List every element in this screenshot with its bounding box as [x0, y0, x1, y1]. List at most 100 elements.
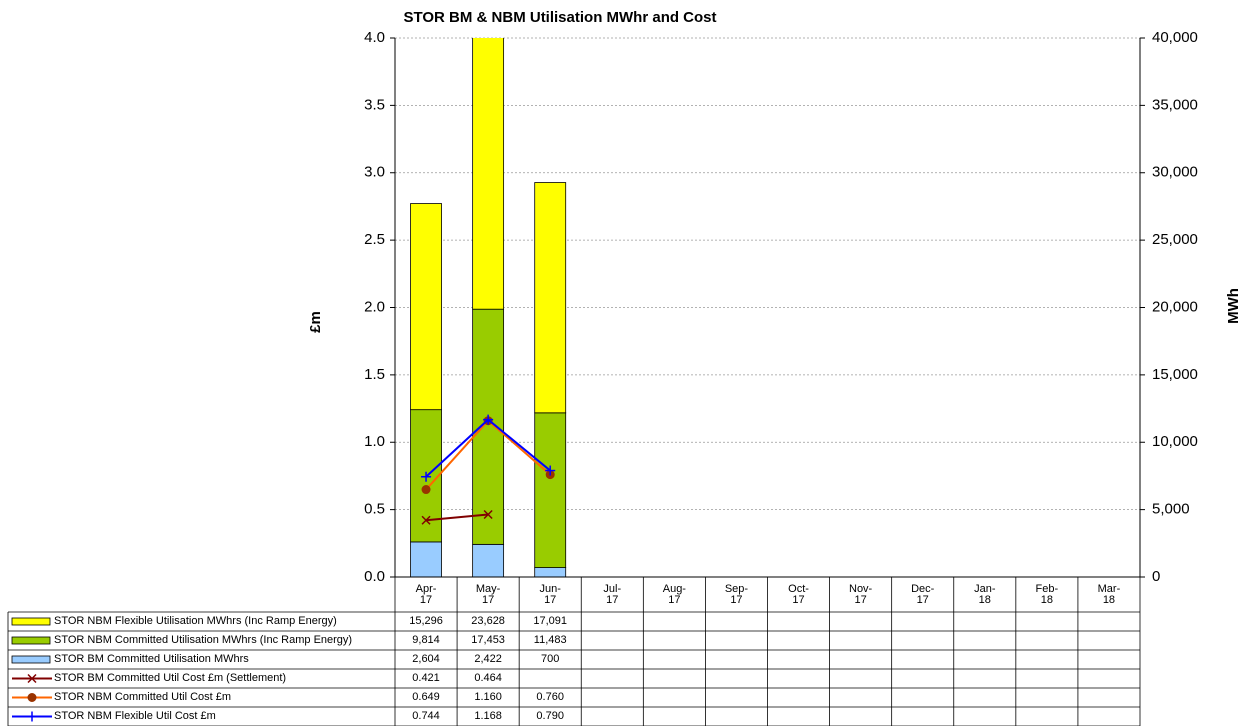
x-tick-label: Oct-17 [768, 577, 830, 612]
data-label-text: 1.168 [474, 710, 502, 722]
legend-label-text: STOR NBM Committed Util Cost £m [54, 691, 232, 703]
x-tick-label: Aug-17 [643, 577, 705, 612]
x-tick-label: Dec-17 [892, 577, 954, 612]
y-tick-label: 3.0 [364, 164, 385, 181]
bar [534, 412, 567, 568]
legend-label: STOR NBM Flexible Utilisation MWhrs (Inc… [54, 612, 393, 631]
data-label: 0.744 [395, 707, 457, 726]
x-tick-label-text: Jul-17 [603, 582, 622, 606]
marker [483, 509, 493, 520]
data-label: 0.790 [519, 707, 581, 726]
marker-stroke [27, 673, 37, 684]
x-tick-label-text: Dec-17 [911, 582, 935, 606]
x-tick-label: Apr-17 [395, 577, 457, 612]
line [425, 513, 489, 522]
data-label: 2,422 [457, 650, 519, 669]
marker-stroke [421, 515, 431, 525]
y2-tick-label: 15,000 [1152, 366, 1198, 383]
data-label-text: 23,628 [471, 615, 505, 627]
x-tick-label-text: Nov-17 [849, 582, 873, 606]
marker [27, 693, 37, 702]
x-tick-label-text: Apr-17 [415, 582, 437, 606]
data-label-text: 700 [541, 653, 560, 665]
legend-label-text: STOR BM Committed Util Cost £m (Settleme… [54, 672, 287, 684]
marker [421, 515, 431, 525]
legend-label: STOR BM Committed Utilisation MWhrs [54, 650, 393, 669]
data-label-text: 0.421 [412, 672, 440, 684]
legend-label: STOR NBM Committed Utilisation MWhrs (In… [54, 631, 393, 650]
legend-key [11, 636, 51, 645]
y2-tick-label: 40,000 [1152, 29, 1198, 46]
x-tick-label: Feb-18 [1016, 577, 1078, 612]
y2-tick-label: 0 [1152, 568, 1160, 585]
x-tick-label-text: Oct-17 [788, 582, 809, 606]
data-label: 0.421 [395, 669, 457, 688]
data-label-text: 9,814 [412, 634, 440, 646]
data-label-text: 0.649 [412, 691, 440, 703]
bar [410, 203, 442, 411]
data-label-text: 11,483 [533, 634, 567, 646]
x-tick-label-text: May-17 [475, 582, 501, 606]
legend-label-text: STOR BM Committed Utilisation MWhrs [54, 653, 249, 665]
data-label: 11,483 [519, 631, 581, 650]
y-tick-label: 0.5 [364, 501, 385, 518]
marker [421, 471, 432, 482]
y2-tick-label: 35,000 [1152, 96, 1198, 113]
y2-tick-label: 30,000 [1152, 164, 1198, 181]
y2-tick-label: 5,000 [1152, 501, 1190, 518]
x-tick-label: Jun-17 [519, 577, 581, 612]
data-label-text: 0.760 [536, 691, 564, 703]
marker [27, 673, 37, 684]
marker [483, 414, 494, 425]
y2-tick-label: 10,000 [1152, 433, 1198, 450]
legend-label-text: STOR NBM Flexible Util Cost £m [54, 710, 216, 722]
data-label-text: 2,604 [412, 653, 440, 665]
data-label: 700 [519, 650, 581, 669]
data-label-text: 0.464 [474, 672, 502, 684]
data-label: 2,604 [395, 650, 457, 669]
data-label: 17,091 [519, 612, 581, 631]
marker [545, 465, 556, 476]
data-label-text: 0.790 [536, 710, 564, 722]
y-tick-label: 2.5 [364, 231, 385, 248]
data-label: 1.160 [457, 688, 519, 707]
data-label-text: 2,422 [474, 653, 502, 665]
data-label-text: 0.744 [412, 710, 440, 722]
x-tick-label-text: Sep-17 [724, 582, 749, 606]
y2-tick-label: 20,000 [1152, 298, 1198, 315]
y-tick-label: 2.0 [364, 298, 385, 315]
x-tick-label: Sep-17 [705, 577, 767, 612]
x-tick-label-text: Jun-17 [539, 582, 561, 606]
y-tick-label: 3.5 [364, 96, 385, 113]
x-tick-label-text: Mar-18 [1097, 582, 1121, 606]
y2-tick-label: 25,000 [1152, 231, 1198, 248]
data-label: 9,814 [395, 631, 457, 650]
x-tick-label-text: Feb-18 [1035, 582, 1059, 606]
x-tick-label-text: Aug-17 [662, 582, 686, 606]
x-tick-label: May-17 [457, 577, 519, 612]
data-label-text: 1.160 [474, 691, 502, 703]
y-axis-label: £m [307, 311, 324, 333]
chart-title: STOR BM & NBM Utilisation MWhr and Cost [403, 9, 716, 26]
data-label: 0.464 [457, 669, 519, 688]
data-label: 17,453 [457, 631, 519, 650]
x-tick-label: Jul-17 [581, 577, 643, 612]
x-tick-label-text: Jan-18 [974, 582, 996, 606]
y-tick-label: 0.0 [364, 568, 385, 585]
legend-label-text: STOR NBM Committed Utilisation MWhrs (In… [54, 634, 353, 646]
data-label-text: 17,091 [533, 615, 568, 627]
bar [472, 308, 505, 545]
marker [27, 711, 37, 722]
legend-label: STOR NBM Committed Util Cost £m [54, 688, 393, 707]
data-label-text: 15,296 [409, 615, 443, 627]
y-tick-label: 1.5 [364, 366, 385, 383]
bar [472, 38, 505, 310]
legend-key [11, 655, 51, 664]
bar [534, 182, 567, 414]
data-label: 23,628 [457, 612, 519, 631]
legend-label: STOR NBM Flexible Util Cost £m [54, 707, 393, 726]
data-label: 1.168 [457, 707, 519, 726]
bar [410, 541, 442, 577]
